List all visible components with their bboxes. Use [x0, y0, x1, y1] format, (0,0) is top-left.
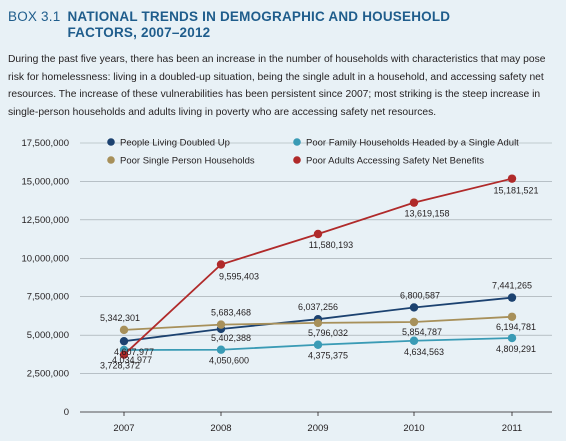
x-tick-label: 2010: [403, 423, 424, 434]
data-point: [313, 318, 323, 328]
data-label: 5,683,468: [211, 308, 251, 318]
data-point: [507, 174, 517, 183]
data-label: 9,595,403: [219, 272, 259, 282]
data-point: [119, 350, 129, 359]
data-label: 4,034,977: [112, 355, 152, 365]
data-point: [119, 336, 129, 346]
data-point: [313, 340, 323, 349]
data-label: 5,854,787: [402, 327, 442, 337]
legend-marker: [293, 156, 301, 164]
data-point: [507, 312, 517, 321]
data-point: [409, 317, 419, 327]
data-point: [216, 320, 226, 329]
data-label: 5,796,032: [308, 328, 348, 338]
data-label: 13,619,158: [404, 209, 449, 219]
data-label: 6,037,256: [298, 302, 338, 312]
data-point: [409, 303, 419, 312]
data-point: [409, 198, 419, 207]
y-tick-label: 5,000,000: [27, 330, 69, 341]
x-tick-label: 2007: [113, 423, 134, 434]
data-label: 3,728,372: [100, 361, 140, 371]
box-title: NATIONAL TRENDS IN DEMOGRAPHIC AND HOUSE…: [67, 9, 451, 40]
y-tick-label: 2,500,000: [27, 369, 69, 380]
y-tick-label: 0: [64, 407, 69, 418]
data-point: [507, 293, 517, 302]
data-label: 4,375,375: [308, 351, 348, 361]
data-point: [216, 345, 226, 354]
data-label: 7,441,265: [492, 281, 532, 291]
legend-label: Poor Single Person Households: [120, 156, 255, 167]
legend-marker: [293, 138, 301, 146]
data-point: [216, 260, 226, 269]
y-tick-label: 7,500,000: [27, 292, 69, 303]
legend-marker: [107, 156, 115, 164]
data-label: 4,607,977: [114, 347, 154, 357]
y-tick-label: 10,000,000: [21, 253, 69, 264]
box-number: BOX 3.1: [8, 9, 61, 24]
data-label: 6,194,781: [496, 322, 536, 332]
data-label: 4,050,600: [209, 356, 249, 366]
legend-label: People Living Doubled Up: [120, 138, 230, 149]
x-tick-label: 2009: [307, 423, 328, 434]
data-point: [313, 229, 323, 239]
legend-label: Poor Family Households Headed by a Singl…: [306, 138, 519, 149]
data-label: 5,342,301: [100, 313, 140, 323]
data-label: 4,809,291: [496, 344, 536, 354]
data-point: [409, 336, 419, 345]
x-tick-label: 2011: [502, 423, 522, 434]
data-label: 15,181,521: [493, 186, 538, 196]
data-point: [507, 333, 517, 343]
intro-paragraph: During the past five years, there has be…: [8, 54, 546, 118]
x-tick-label: 2008: [210, 423, 231, 434]
data-label: 5,402,388: [211, 333, 251, 343]
box-header: BOX 3.1 NATIONAL TRENDS IN DEMOGRAPHIC A…: [8, 9, 558, 41]
y-tick-label: 15,000,000: [21, 176, 69, 187]
y-tick-label: 17,500,000: [21, 138, 69, 149]
y-tick-label: 12,500,000: [21, 215, 69, 226]
data-label: 6,800,587: [400, 290, 440, 300]
data-point: [119, 325, 129, 335]
legend-label: Poor Adults Accessing Safety Net Benefit…: [306, 156, 484, 167]
data-label: 11,580,193: [309, 240, 353, 250]
legend-marker: [107, 138, 115, 146]
data-label: 4,634,563: [404, 347, 444, 357]
